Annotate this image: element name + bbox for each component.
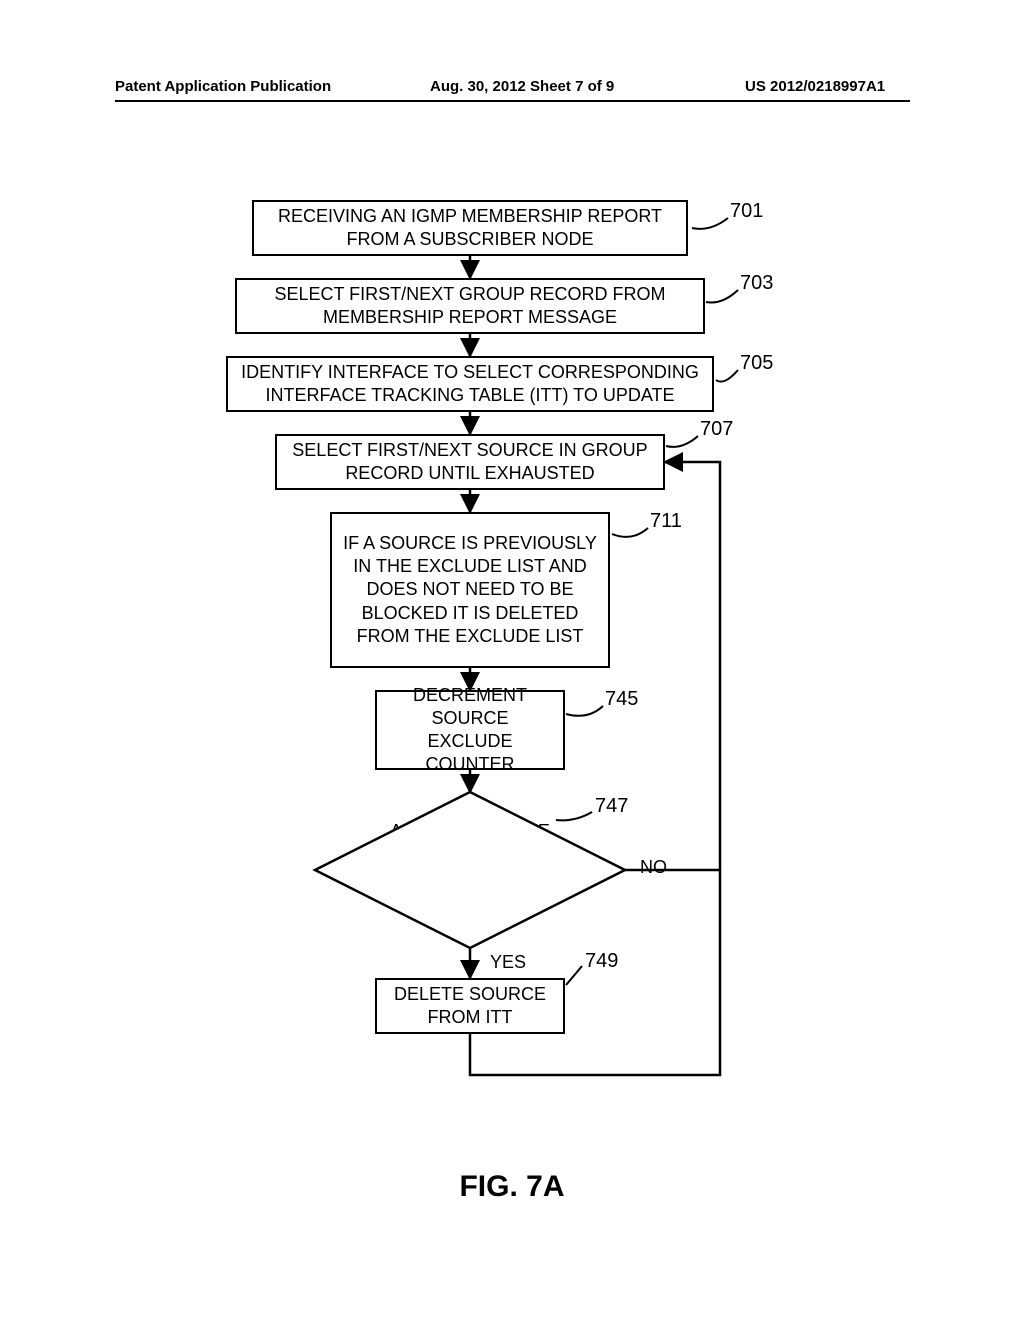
box-749: DELETE SOURCE FROM ITT [375,978,565,1034]
figure-title: FIG. 7A [0,1170,1024,1204]
box-711-text: IF A SOURCE IS PREVIOUSLY IN THE EXCLUDE… [342,532,598,647]
ref-711: 711 [650,510,682,533]
box-749-text: DELETE SOURCE FROM ITT [387,983,553,1029]
box-701: RECEIVING AN IGMP MEMBERSHIP REPORT FROM… [252,200,688,256]
box-701-text: RECEIVING AN IGMP MEMBERSHIP REPORT FROM… [264,205,676,251]
ref-747: 747 [595,795,628,818]
box-745-text: DECREMENT SOURCE EXCLUDE COUNTER [387,684,553,776]
flowchart: RECEIVING AN IGMP MEMBERSHIP REPORT FROM… [0,0,1024,1320]
edge-no-label: NO [640,857,667,878]
decision-747-text: ARE THE SOURCE EXCLUDE COUNTER AND INCLU… [355,820,585,912]
edge-yes-label: YES [490,952,526,973]
box-707: SELECT FIRST/NEXT SOURCE IN GROUP RECORD… [275,434,665,490]
ref-749: 749 [585,950,618,973]
box-711: IF A SOURCE IS PREVIOUSLY IN THE EXCLUDE… [330,512,610,668]
ref-705: 705 [740,352,773,375]
box-703-text: SELECT FIRST/NEXT GROUP RECORD FROM MEMB… [247,283,693,329]
box-745: DECREMENT SOURCE EXCLUDE COUNTER [375,690,565,770]
box-707-text: SELECT FIRST/NEXT SOURCE IN GROUP RECORD… [287,439,653,485]
ref-701: 701 [730,200,763,223]
ref-745: 745 [605,688,638,711]
ref-703: 703 [740,272,773,295]
page: Patent Application Publication Aug. 30, … [0,0,1024,1320]
box-705: IDENTIFY INTERFACE TO SELECT CORRESPONDI… [226,356,714,412]
ref-707: 707 [700,418,733,441]
box-703: SELECT FIRST/NEXT GROUP RECORD FROM MEMB… [235,278,705,334]
box-705-text: IDENTIFY INTERFACE TO SELECT CORRESPONDI… [238,361,702,407]
